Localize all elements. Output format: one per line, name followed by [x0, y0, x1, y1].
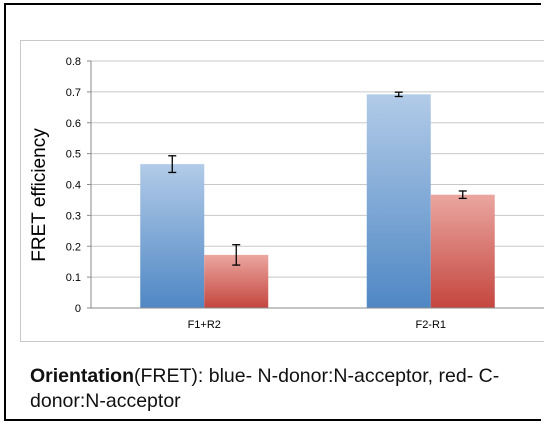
- y-tick-label: 0.5: [66, 149, 81, 161]
- caption-bold: Orientation: [30, 365, 135, 387]
- y-tick-label: 0.7: [66, 87, 81, 99]
- caption-text: (FRET): blue- N-donor:N-acceptor, red- C…: [30, 365, 500, 412]
- y-axis-label: FRET efficiency: [29, 128, 50, 262]
- bar: [366, 94, 431, 308]
- bar: [140, 164, 205, 308]
- y-tick-label: 0.3: [66, 210, 81, 222]
- x-tick-label: F1+R2: [188, 319, 221, 331]
- y-tick-label: 0.1: [66, 272, 81, 284]
- bar: [430, 194, 495, 308]
- figure-caption: Orientation(FRET): blue- N-donor:N-accep…: [30, 364, 540, 414]
- y-tick-label: 0.4: [66, 180, 81, 192]
- x-tick-label: F2-R1: [415, 319, 446, 331]
- y-tick-label: 0.8: [66, 56, 81, 68]
- y-tick-label: 0: [75, 303, 81, 315]
- y-tick-label: 0.2: [66, 241, 81, 253]
- y-tick-label: 0.6: [66, 118, 81, 130]
